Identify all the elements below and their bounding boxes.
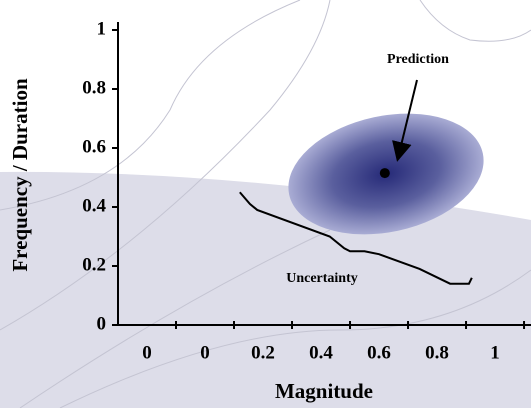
background-band <box>0 171 531 408</box>
x-tick-label: 1 <box>490 342 500 363</box>
x-tick-label: 0 <box>142 342 152 363</box>
decor-curve <box>0 0 301 211</box>
y-tick-label: 0.2 <box>82 254 106 275</box>
prediction-point <box>379 168 390 179</box>
x-tick-label: 0 <box>200 342 210 363</box>
x-tick-label: 0.6 <box>367 342 391 363</box>
uncertainty-line <box>239 191 473 285</box>
x-tick-label: 0.8 <box>425 342 449 363</box>
x-tick-label: 0.2 <box>251 342 275 363</box>
y-tick-label: 1 <box>97 18 107 39</box>
x-axis-title: Magnitude <box>275 379 373 403</box>
y-tick-label: 0.6 <box>82 136 106 157</box>
x-tick-label: 0.4 <box>309 342 333 363</box>
decor-curve <box>19 229 331 408</box>
arrow <box>392 79 418 162</box>
annotation: Prediction <box>387 52 449 67</box>
decor-curve <box>419 0 531 42</box>
y-tick-label: 0 <box>97 313 107 334</box>
decor-curve <box>59 269 531 408</box>
y-tick-label: 0.8 <box>82 77 106 98</box>
y-axis-title: Frequency / Duration <box>8 78 32 272</box>
decor-curve <box>0 0 331 331</box>
annotation: Uncertainty <box>286 271 358 286</box>
y-tick-label: 0.4 <box>82 195 106 216</box>
